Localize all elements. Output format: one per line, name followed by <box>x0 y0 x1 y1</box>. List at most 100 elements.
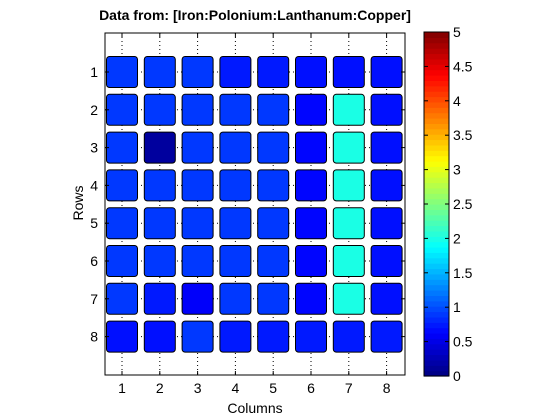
colorbar-segment <box>424 257 449 264</box>
heatmap-cell <box>295 131 327 164</box>
colorbar-segment <box>424 290 449 296</box>
colorbar-tick-label: 0.5 <box>453 334 473 350</box>
heatmap-cell <box>181 93 214 126</box>
heatmap-cell <box>181 131 214 164</box>
heatmap-cell <box>295 245 327 277</box>
colorbar-segment <box>424 268 449 275</box>
colorbar-segment <box>424 354 449 361</box>
colorbar-segment <box>424 171 449 178</box>
heatmap-cell <box>295 56 327 88</box>
heatmap-cell <box>143 207 176 240</box>
colorbar-segment <box>424 91 449 98</box>
y-tick-label: 7 <box>90 291 98 307</box>
colorbar-tick-label: 1.5 <box>453 265 473 281</box>
colorbar-segment <box>424 230 449 237</box>
colorbar-segment <box>424 220 449 227</box>
heatmap-cell <box>143 131 176 164</box>
heatmap-cell <box>219 93 252 126</box>
heatmap-cell <box>106 282 138 315</box>
heatmap-cell <box>370 282 403 315</box>
heatmap-cell <box>295 169 327 202</box>
heatmap-cell <box>332 245 365 277</box>
colorbar-tick-label: 0 <box>453 368 461 384</box>
colorbar-segment <box>424 295 449 302</box>
x-axis-ticks: 1 2 3 4 5 6 7 8 <box>118 33 391 396</box>
colorbar-segment <box>424 123 449 130</box>
heatmap-cell <box>143 282 176 315</box>
heatmap-cell <box>143 245 176 277</box>
chart-title: Data from: [Iron:Polonium:Lanthanum:Copp… <box>99 7 411 23</box>
heatmap-cell <box>370 320 403 353</box>
colorbar-segment <box>424 370 449 377</box>
heatmap-cell <box>106 245 138 277</box>
heatmap-cell <box>257 131 290 164</box>
colorbar-segment <box>424 311 449 318</box>
heatmap-cell <box>219 207 252 240</box>
x-axis-label: Columns <box>227 400 282 416</box>
colorbar-segment <box>424 306 449 313</box>
heatmap-cell <box>295 320 327 353</box>
heatmap-cell <box>370 245 403 277</box>
heatmap-cell <box>106 56 138 88</box>
heatmap-cell <box>106 131 138 164</box>
colorbar-segment <box>424 322 449 329</box>
y-tick-label: 6 <box>90 253 98 269</box>
heatmap-cell <box>370 169 403 202</box>
colorbar-segment <box>424 187 449 194</box>
colorbar-segment <box>424 139 449 146</box>
heatmap-cell <box>219 131 252 164</box>
colorbar-segment <box>424 225 449 232</box>
colorbar-segment <box>424 316 449 323</box>
heatmap-cell <box>143 320 176 353</box>
heatmap-cell <box>295 207 327 240</box>
colorbar-segment <box>424 300 449 307</box>
heatmap-cell <box>332 93 365 126</box>
x-tick-label: 4 <box>232 380 240 396</box>
colorbar-tick-label: 4 <box>453 93 461 109</box>
y-tick-label: 2 <box>90 102 98 118</box>
y-tick-label: 1 <box>90 64 98 80</box>
colorbar-segment <box>424 182 449 189</box>
y-tick-label: 3 <box>90 140 98 156</box>
colorbar-segment <box>424 42 449 49</box>
colorbar-segment <box>424 365 449 372</box>
heatmap-cell <box>106 93 138 126</box>
y-axis-ticks: 1 2 3 4 5 6 7 8 <box>90 64 405 345</box>
plot-area <box>104 32 406 376</box>
colorbar-tick-label: 1 <box>453 299 461 315</box>
heatmap-cell <box>106 207 138 240</box>
heatmap-cell <box>257 56 290 88</box>
heatmap-cell <box>370 93 403 126</box>
colorbar-segment <box>424 150 449 157</box>
heatmap-cell <box>332 320 365 353</box>
heatmap-cell <box>332 169 365 202</box>
heatmap-cell <box>219 320 252 353</box>
colorbar-segment <box>424 112 449 119</box>
heatmap-cell <box>257 282 290 315</box>
colorbar-segment <box>424 128 449 135</box>
colorbar-segment <box>424 284 449 291</box>
heatmap-cell <box>181 320 214 353</box>
colorbar-segment <box>424 359 449 366</box>
x-tick-label: 5 <box>269 380 277 396</box>
colorbar-tick-label: 2 <box>453 230 461 246</box>
y-tick-label: 5 <box>90 215 98 231</box>
heatmap-cell <box>332 207 365 240</box>
heatmap-cell <box>332 131 365 164</box>
colorbar-tick-label: 3 <box>453 162 461 178</box>
colorbar-segment <box>424 48 449 55</box>
colorbar-segment <box>424 279 449 286</box>
heatmap-cell <box>106 320 138 353</box>
colorbar-segment <box>424 333 449 339</box>
colorbar-segment <box>424 273 449 280</box>
x-tick-label: 8 <box>383 380 391 396</box>
colorbar-segment <box>424 338 449 345</box>
heatmap-cell <box>219 282 252 315</box>
y-axis-label: Rows <box>70 185 86 220</box>
heatmap-cell <box>143 56 176 88</box>
heatmap-cell <box>181 169 214 202</box>
colorbar-segment <box>424 85 449 92</box>
colorbar-segment <box>424 252 449 259</box>
colorbar-segment <box>424 166 449 173</box>
heatmap-cell <box>332 56 365 88</box>
